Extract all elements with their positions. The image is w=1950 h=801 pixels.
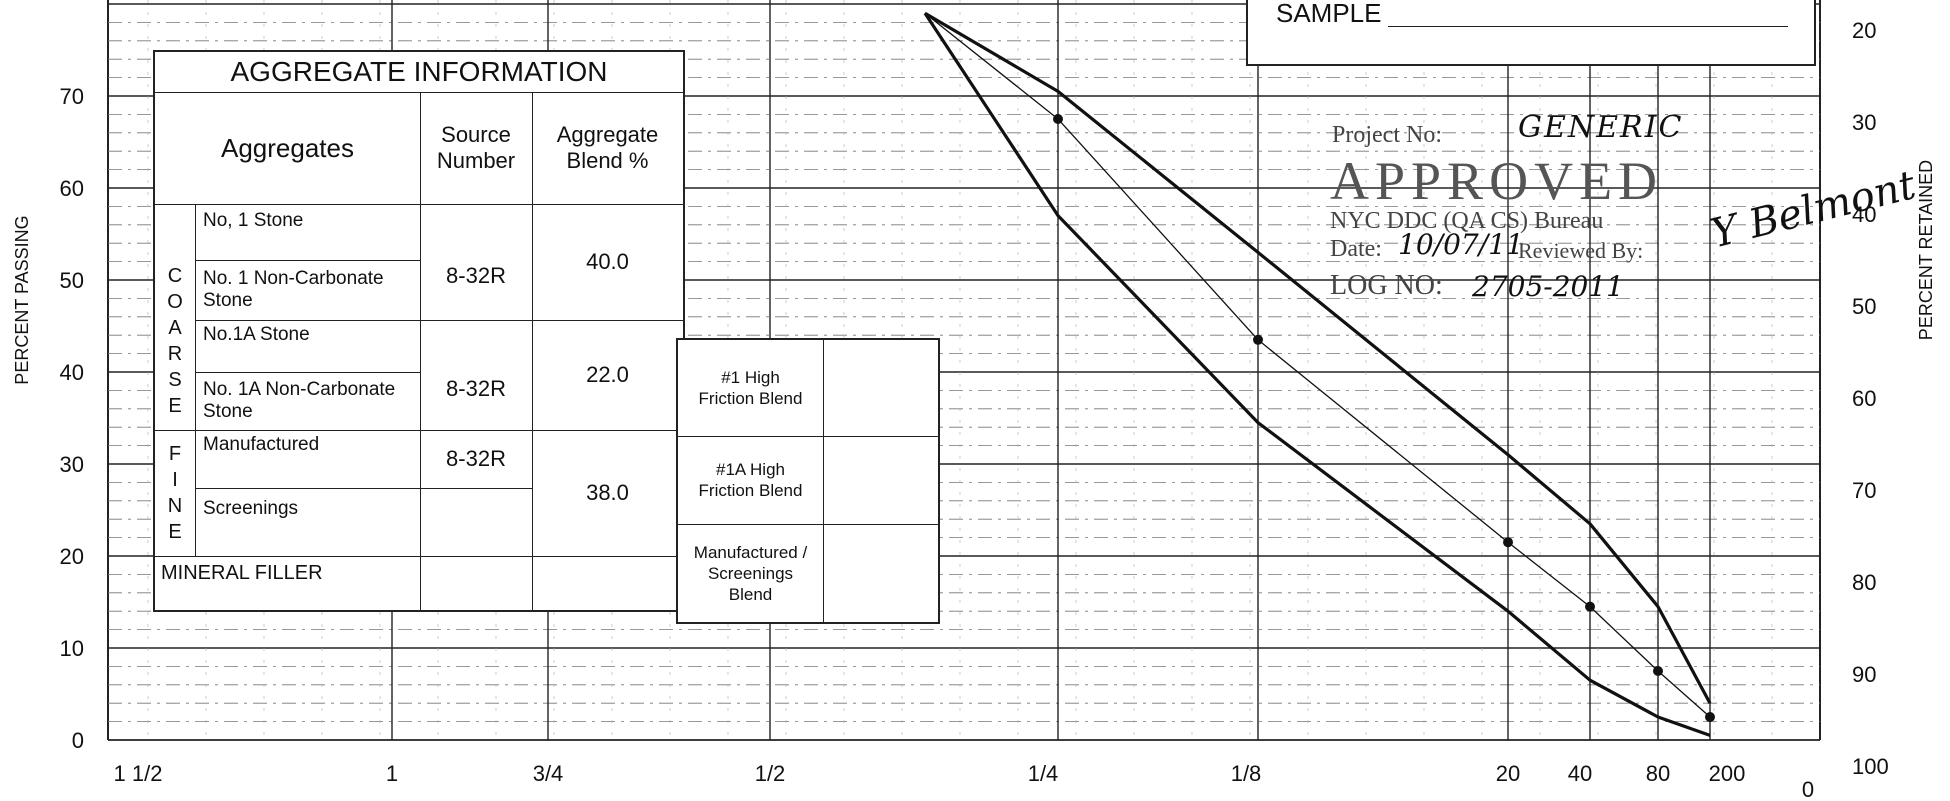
project-no-value: GENERIC [1518, 110, 1684, 145]
blend-value: 38.0 [586, 480, 629, 505]
x-tick-label: 40 [1568, 761, 1592, 786]
y-tick-label-left: 20 [60, 544, 84, 569]
y-tick-label-right: 60 [1852, 386, 1876, 411]
y-tick-label-right: 50 [1852, 294, 1876, 319]
x-tick-label: 20 [1496, 761, 1520, 786]
date-value: 10/07/11 [1398, 228, 1524, 261]
data-point [1503, 537, 1513, 548]
y-tick-label-left: 40 [60, 360, 84, 385]
x-tick-label: 80 [1646, 761, 1670, 786]
chart-series [923, 11, 1715, 737]
bureau-text: NYC DDC (QA CS) Bureau [1330, 208, 1604, 234]
approved-stamp: APPROVED [1330, 151, 1664, 211]
y-tick-label-right: 100 [1852, 754, 1889, 779]
y-tick-label-left: 50 [60, 268, 84, 293]
y-tick-label-left: 10 [60, 636, 84, 661]
series-line-2 [923, 12, 1711, 737]
y-tick-label-left: 0 [72, 728, 84, 753]
y-tick-label-right: 20 [1852, 18, 1876, 43]
blend-value: 22.0 [586, 362, 629, 387]
source-number: 8-32R [446, 376, 506, 401]
x-tick-label: 200 [1709, 761, 1746, 786]
y-axis-label-right: PERCENT RETAINED [1916, 160, 1936, 340]
x-tick-label: 3/4 [533, 761, 564, 786]
y-axis-label-left: PERCENT PASSING [12, 215, 32, 384]
log-no-value: 2705-2011 [1472, 270, 1624, 303]
y-tick-label-left: 70 [60, 84, 84, 109]
chart-ticks: 1 1/2 1 3/4 1/2 1/4 1/8 20 40 80 200 0 0 10 20 30 40 50 6… [60, 18, 1889, 801]
friction-blend-label: #1 High Friction Blend [698, 368, 803, 408]
data-point [1253, 334, 1263, 345]
x-tick-label: 1 [386, 761, 398, 786]
y-tick-label-right: 30 [1852, 110, 1876, 135]
reviewed-by-label: Reviewed By: [1518, 238, 1644, 263]
data-point [1705, 712, 1715, 722]
y-tick-label-right: 40 [1852, 202, 1876, 227]
mineral-filler-label: MINERAL FILLER [161, 562, 323, 584]
source-number: 8-32R [446, 263, 506, 288]
x-tick-label: 1/8 [1231, 761, 1262, 786]
aggregate-information-table: AGGREGATE INFORMATION Aggregates Source … [153, 50, 685, 612]
table-title: AGGREGATE INFORMATION [230, 56, 608, 87]
source-number: 8-32R [446, 446, 506, 471]
data-point [1053, 114, 1063, 124]
x-tick-label: 1/2 [755, 761, 786, 786]
aggregate-name: Manufactured [203, 434, 320, 455]
sample-label: SAMPLE [1276, 0, 1382, 28]
y-tick-label-right: 70 [1852, 478, 1876, 503]
y-tick-label-right: 80 [1852, 570, 1876, 595]
header-source-number: Source Number [436, 122, 516, 173]
sample-box: SAMPLE [1246, 0, 1816, 66]
y-tick-label-left: 60 [60, 176, 84, 201]
aggregate-name: No, 1 Stone [203, 210, 304, 231]
y-tick-label-left: 30 [60, 452, 84, 477]
x-tick-label: 1 1/2 [114, 761, 163, 786]
series-line-0 [924, 11, 1712, 704]
header-aggregate-blend: Aggregate Blend % [556, 122, 659, 173]
aggregate-name: Screenings [203, 498, 299, 519]
sample-underline [1388, 26, 1788, 27]
project-no-label: Project No: [1332, 122, 1442, 148]
y-tick-label-right: 90 [1852, 662, 1876, 687]
aggregate-name: No. 1A Non-Carbonate Stone [203, 379, 396, 422]
data-point [1585, 601, 1595, 612]
friction-blend-label: #1A High Friction Blend [698, 460, 803, 500]
friction-blend-table: #1 High Friction Blend #1A High Friction… [676, 338, 940, 624]
date-label: Date: [1330, 236, 1382, 262]
x-tick-label: 1/4 [1028, 761, 1059, 786]
x-tick-label-end: 0 [1802, 777, 1814, 801]
log-no-label: LOG NO: [1330, 270, 1443, 301]
friction-blend-label: Manufactured / Screenings Blend [693, 542, 808, 604]
aggregate-name: No. 1 Non-Carbonate Stone [203, 268, 384, 311]
header-aggregates: Aggregates [221, 132, 354, 163]
aggregate-name: No.1A Stone [203, 324, 310, 345]
blend-value: 40.0 [586, 249, 629, 274]
data-point [1653, 666, 1663, 676]
